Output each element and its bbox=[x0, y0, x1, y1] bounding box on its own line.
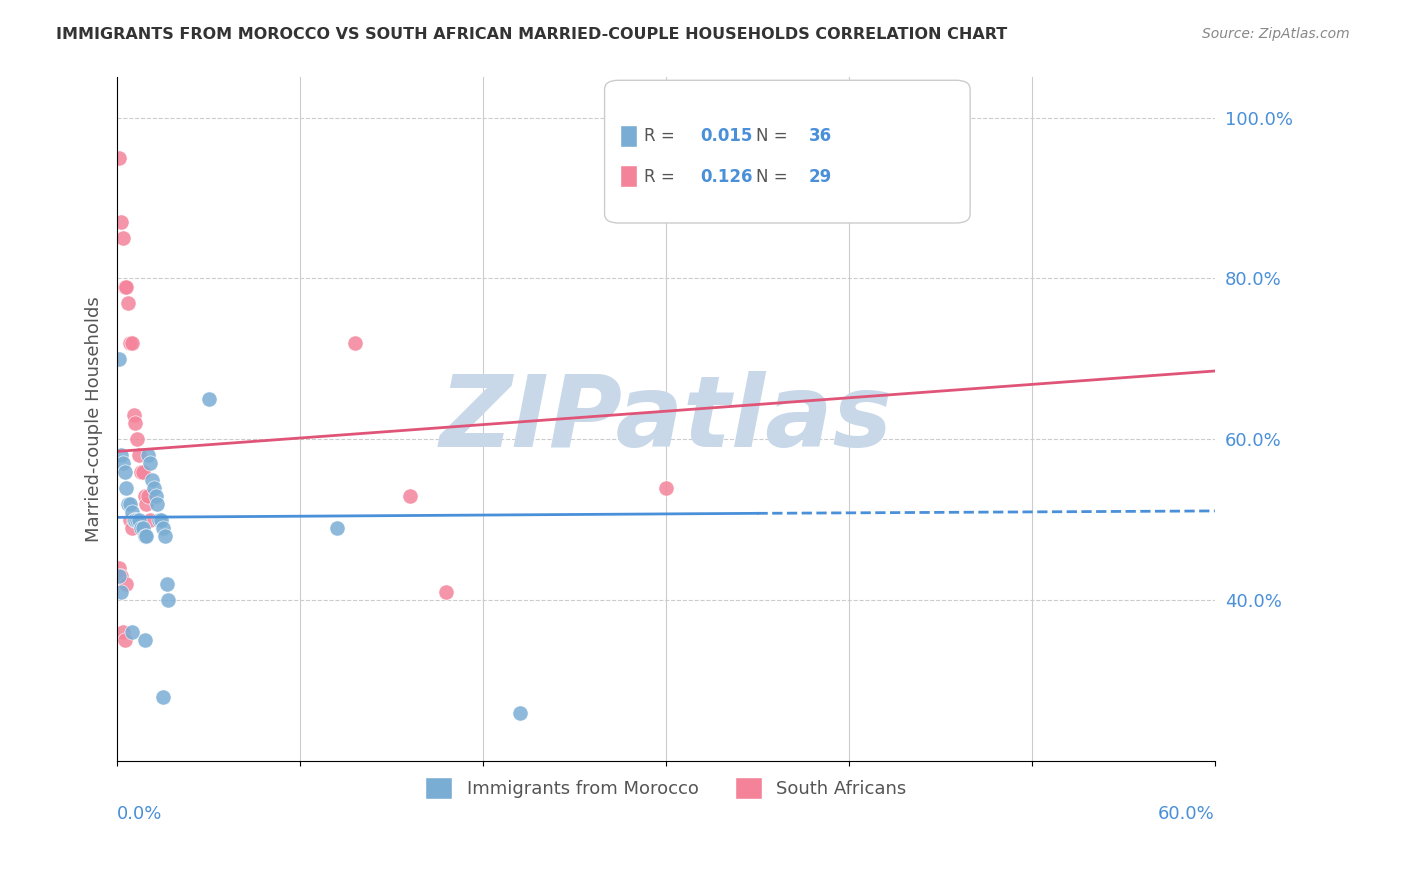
Point bbox=[146, 497, 169, 511]
Point bbox=[135, 529, 157, 543]
Text: 60.0%: 60.0% bbox=[1159, 805, 1215, 823]
Point bbox=[139, 513, 162, 527]
Text: N =: N = bbox=[756, 128, 793, 145]
Point bbox=[110, 569, 132, 583]
Point bbox=[135, 497, 157, 511]
Point bbox=[122, 408, 145, 422]
Point bbox=[115, 481, 138, 495]
Point bbox=[108, 151, 131, 165]
Point bbox=[121, 505, 143, 519]
Point bbox=[399, 489, 422, 503]
Legend: Immigrants from Morocco, South Africans: Immigrants from Morocco, South Africans bbox=[418, 770, 914, 806]
Point bbox=[136, 449, 159, 463]
Point bbox=[197, 392, 219, 406]
Point bbox=[136, 489, 159, 503]
Text: N =: N = bbox=[756, 168, 793, 186]
Point bbox=[128, 513, 150, 527]
Point bbox=[152, 521, 174, 535]
Point bbox=[132, 521, 155, 535]
Point bbox=[150, 513, 173, 527]
Point bbox=[141, 473, 163, 487]
Text: R =: R = bbox=[644, 128, 681, 145]
Point bbox=[111, 625, 134, 640]
Point bbox=[114, 465, 136, 479]
Point bbox=[114, 633, 136, 648]
Point bbox=[108, 569, 131, 583]
Point bbox=[121, 335, 143, 350]
Text: 0.015: 0.015 bbox=[700, 128, 752, 145]
Point bbox=[129, 465, 152, 479]
Point bbox=[128, 449, 150, 463]
Text: 0.126: 0.126 bbox=[700, 168, 752, 186]
Point bbox=[121, 521, 143, 535]
Point bbox=[124, 417, 146, 431]
Point bbox=[152, 690, 174, 704]
Point bbox=[124, 513, 146, 527]
Text: 36: 36 bbox=[808, 128, 831, 145]
Point bbox=[325, 521, 347, 535]
Point bbox=[436, 585, 458, 599]
Point bbox=[344, 335, 367, 350]
Text: ZIPatlas: ZIPatlas bbox=[440, 371, 893, 467]
Point bbox=[121, 625, 143, 640]
Point bbox=[108, 561, 131, 575]
Point bbox=[134, 529, 156, 543]
Point bbox=[110, 215, 132, 229]
Point bbox=[153, 529, 176, 543]
Text: IMMIGRANTS FROM MOROCCO VS SOUTH AFRICAN MARRIED-COUPLE HOUSEHOLDS CORRELATION C: IMMIGRANTS FROM MOROCCO VS SOUTH AFRICAN… bbox=[56, 27, 1008, 42]
Point bbox=[148, 513, 170, 527]
Point bbox=[115, 577, 138, 591]
Point bbox=[118, 497, 141, 511]
Point bbox=[111, 231, 134, 245]
Point bbox=[139, 457, 162, 471]
Point bbox=[132, 465, 155, 479]
Point bbox=[111, 457, 134, 471]
Y-axis label: Married-couple Households: Married-couple Households bbox=[86, 296, 103, 542]
Point bbox=[134, 633, 156, 648]
Text: 0.0%: 0.0% bbox=[117, 805, 163, 823]
Point bbox=[145, 489, 167, 503]
Point bbox=[142, 481, 165, 495]
Point bbox=[117, 497, 139, 511]
Point bbox=[127, 513, 149, 527]
Point bbox=[127, 433, 149, 447]
Point bbox=[122, 513, 145, 527]
Text: R =: R = bbox=[644, 168, 681, 186]
Point bbox=[157, 593, 180, 607]
Point bbox=[655, 481, 678, 495]
Text: 29: 29 bbox=[808, 168, 832, 186]
Point bbox=[110, 585, 132, 599]
Point bbox=[114, 279, 136, 293]
Point bbox=[129, 521, 152, 535]
Point bbox=[509, 706, 531, 720]
Point bbox=[108, 351, 131, 366]
Point bbox=[110, 449, 132, 463]
Point bbox=[117, 295, 139, 310]
Point bbox=[155, 577, 177, 591]
Text: Source: ZipAtlas.com: Source: ZipAtlas.com bbox=[1202, 27, 1350, 41]
Point bbox=[118, 335, 141, 350]
Point bbox=[134, 489, 156, 503]
Point bbox=[118, 513, 141, 527]
Point bbox=[115, 279, 138, 293]
